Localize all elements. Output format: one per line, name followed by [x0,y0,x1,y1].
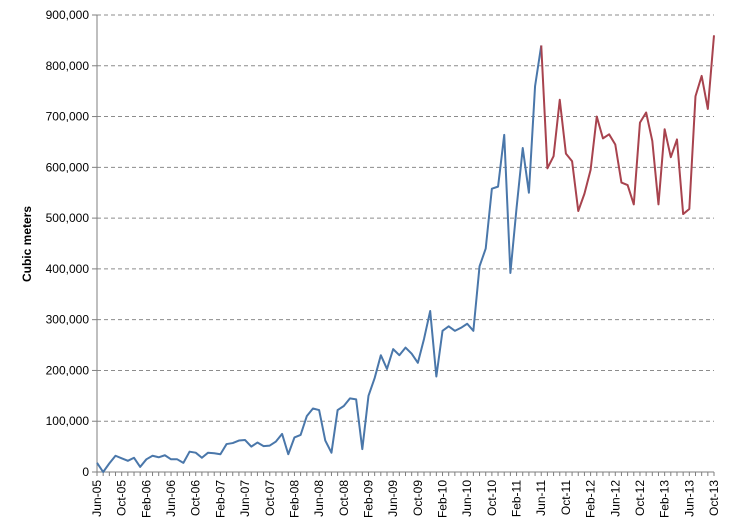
series-line-2 [540,35,715,216]
x-tick-label: Feb-08 [287,480,301,518]
axes [92,14,715,476]
x-tick-label: Jun-05 [90,480,104,517]
x-tick-label: Feb-07 [213,480,227,518]
x-tick-label: Oct-09 [411,480,425,516]
x-tick-label: Feb-13 [658,480,672,518]
y-tick-label: 0 [82,465,89,479]
x-tick-label: Feb-06 [139,480,153,518]
x-tick-label: Oct-08 [337,480,351,516]
x-tick-label: Feb-11 [510,480,524,517]
y-tick-label: 500,000 [46,211,90,225]
y-tick-label: 700,000 [46,110,90,124]
y-tick-label: 600,000 [46,160,90,174]
y-tick-labels: 0 100,000 200,000 300,000 400,000 500,000 600,… [46,8,90,479]
x-tick-label: Oct-06 [189,480,203,516]
x-tick-label: Feb-12 [584,480,598,518]
x-tick-label: Jun-10 [460,480,474,517]
series-line-1 [96,45,543,473]
y-tick-label: 300,000 [46,313,90,327]
x-tick-label: Jun-09 [386,480,400,517]
y-tick-label: 800,000 [46,59,90,73]
x-tick-label: Oct-12 [633,480,647,516]
y-tick-label: 400,000 [46,262,90,276]
x-tick-label: Oct-05 [115,480,129,516]
gridlines [97,14,714,422]
x-tick-label: Oct-07 [263,480,277,516]
y-tick-label: 100,000 [46,414,90,428]
series-lines [96,35,715,473]
x-tick-label: Oct-11 [559,480,573,515]
x-tick-label: Feb-10 [436,480,450,518]
x-tick-label: Jun-07 [238,480,252,517]
x-tick-labels: Jun-05 Oct-05 Feb-06 Jun-06 Oct-06 Feb-07 Jun-… [90,480,721,518]
x-tick-label: Oct-13 [707,480,721,516]
x-tick-label: Jun-08 [312,480,326,517]
x-tick-label: Jun-11 [534,480,548,516]
x-tick-label: Oct-10 [485,480,499,516]
x-tick-label: Feb-09 [361,480,375,518]
x-tick-label: Jun-06 [164,480,178,517]
y-axis-label: Cubic meters [20,206,34,282]
x-tick-label: Jun-13 [682,480,696,517]
y-tick-label: 200,000 [46,363,90,377]
x-tick-label: Jun-12 [608,480,622,517]
y-tick-label: 900,000 [46,8,90,22]
